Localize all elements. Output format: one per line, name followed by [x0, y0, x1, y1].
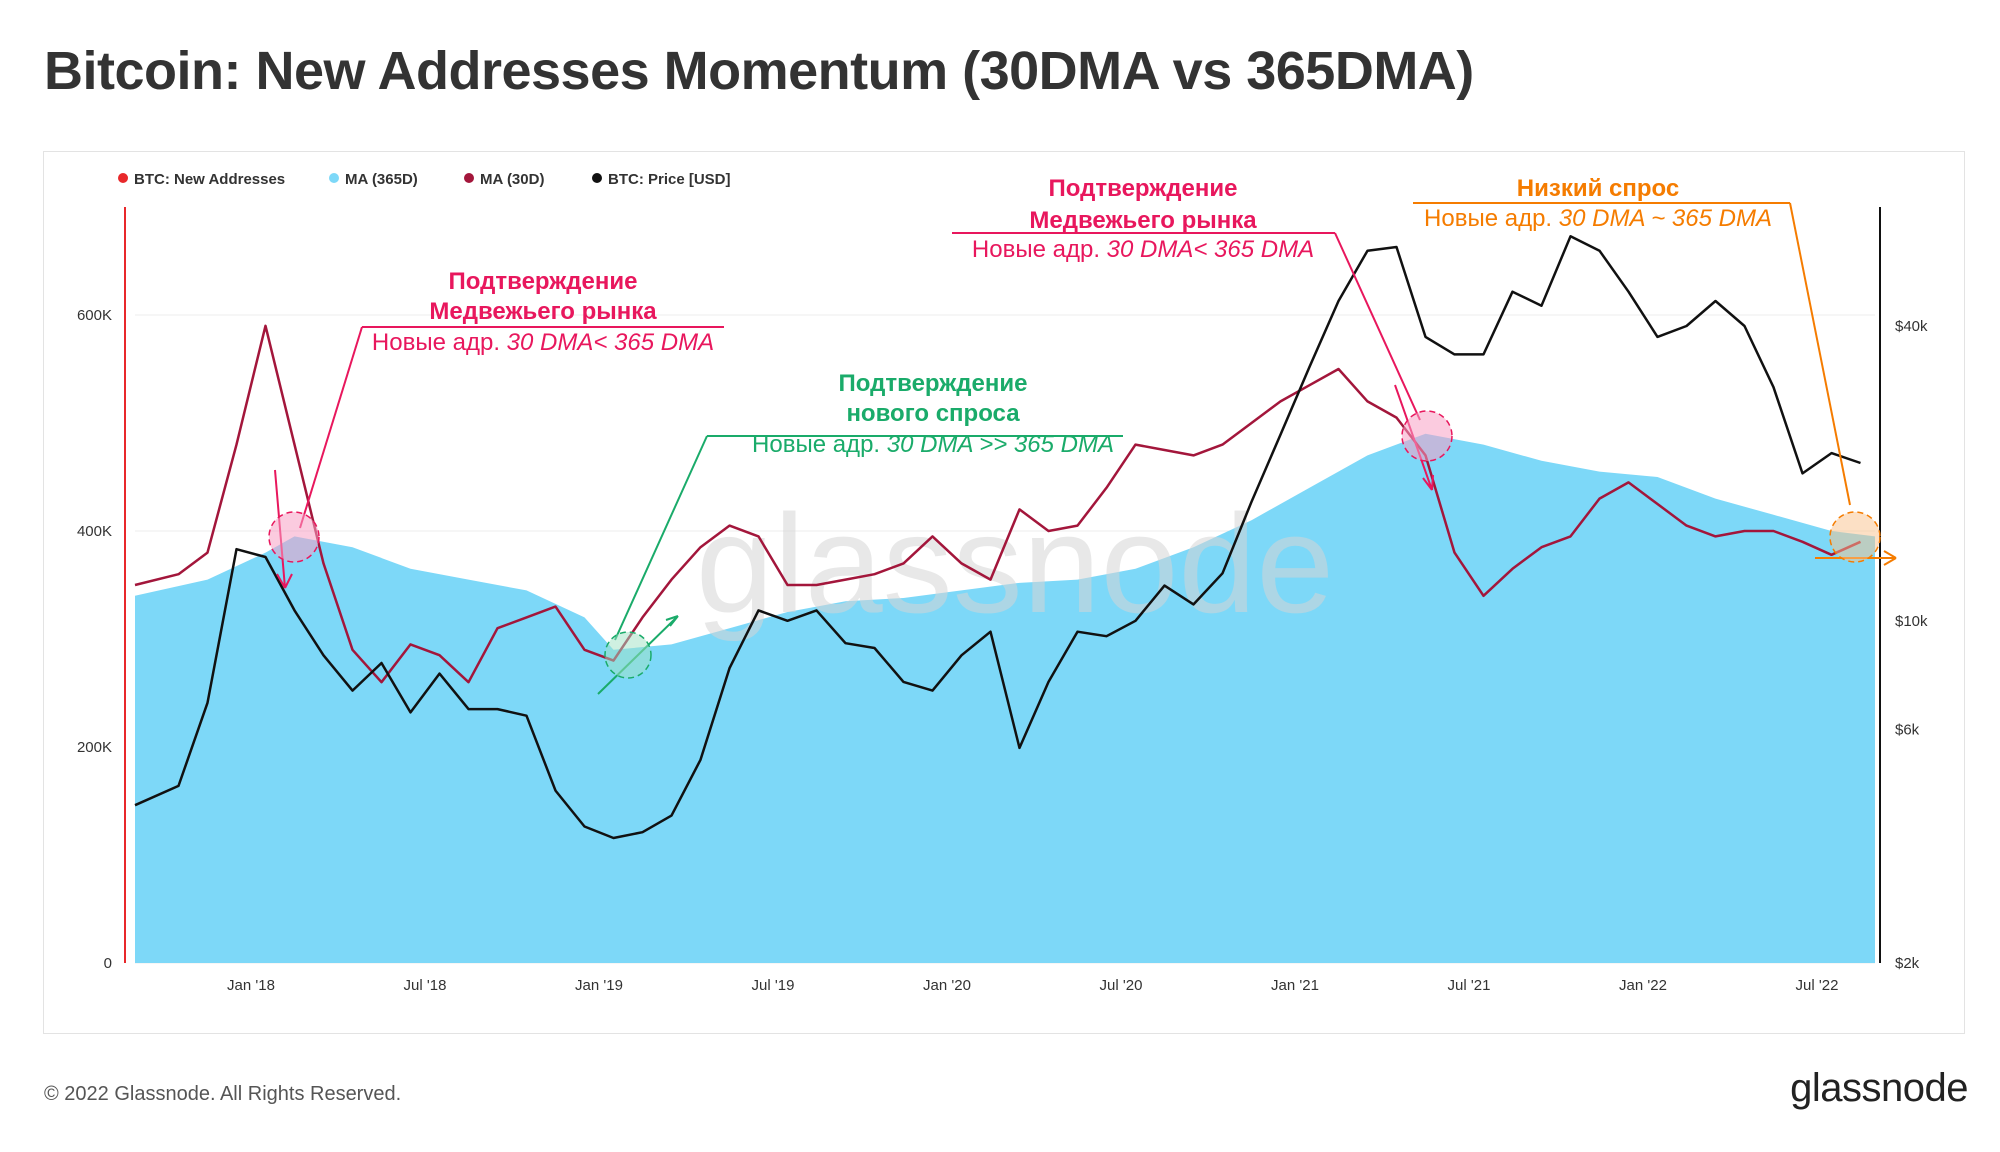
- y-right-tick-label: $6k: [1895, 721, 1920, 738]
- annotation-leader: [1334, 232, 1421, 421]
- y-right-tick-label: $40k: [1895, 318, 1928, 335]
- x-tick-label: Jul '22: [1796, 977, 1839, 994]
- copyright: © 2022 Glassnode. All Rights Reserved.: [44, 1083, 402, 1105]
- annotation-title: Подтверждение: [449, 268, 638, 295]
- annotation-italic: 30 DMA< 365 DMA: [1107, 236, 1314, 263]
- ma30-line: [134, 324, 1862, 684]
- y-left-tick-label: 0: [104, 955, 112, 972]
- annotation-circle: [268, 511, 320, 563]
- annotation-circle: [1829, 511, 1881, 563]
- annotation-subtitle: Новые адр. 30 DMA< 365 DMA: [972, 236, 1314, 263]
- legend-label: MA (30D): [480, 171, 544, 188]
- x-tick-label: Jul '21: [1448, 977, 1491, 994]
- ma365-area-path: [135, 433, 1875, 963]
- annotation-subtitle: Новые адр. 30 DMA >> 365 DMA: [752, 431, 1114, 458]
- annotation-italic: 30 DMA< 365 DMA: [507, 329, 714, 356]
- x-tick-label: Jul '18: [404, 977, 447, 994]
- annotation-leader: [299, 326, 363, 529]
- x-tick-label: Jan '20: [923, 977, 971, 994]
- legend-swatch: [464, 173, 474, 183]
- chart-frame: [43, 151, 1965, 1034]
- y-right-tick-label: $10k: [1895, 613, 1928, 630]
- legend: BTC: New Addresses MA (365D) MA (30D) BTC: …: [118, 171, 731, 188]
- annotation-subtitle: Новые адр. 30 DMA< 365 DMA: [372, 329, 714, 356]
- annotation-leader: [1789, 202, 1851, 506]
- annotation-circle: [1401, 410, 1453, 462]
- ma365-area: [135, 433, 1875, 963]
- annotation-prefix: Новые адр.: [752, 431, 887, 458]
- y-left-tick-label: 400K: [77, 523, 112, 540]
- annotation-prefix: Новые адр.: [372, 329, 507, 356]
- annotation-demand-2019: Подтверждение нового спроса Новые адр. 30 …: [707, 370, 1123, 458]
- annotation-prefix: Новые адр.: [972, 236, 1107, 263]
- annotation-italic: 30 DMA >> 365 DMA: [887, 431, 1114, 458]
- annotation-title: Медвежьего рынка: [429, 298, 657, 325]
- x-tick-label: Jan '21: [1271, 977, 1319, 994]
- annotation-subtitle: Новые адр. 30 DMA ~ 365 DMA: [1424, 205, 1772, 232]
- legend-label: BTC: Price [USD]: [608, 171, 731, 188]
- legend-swatch: [329, 173, 339, 183]
- x-tick-label: Jul '19: [752, 977, 795, 994]
- annotation-title: Низкий спрос: [1517, 175, 1679, 202]
- x-tick-label: Jul '20: [1100, 977, 1143, 994]
- glassnode-logo: glassnode: [1790, 1066, 1968, 1110]
- annotation-title: нового спроса: [846, 400, 1020, 427]
- legend-swatch: [592, 173, 602, 183]
- x-tick-label: Jan '22: [1619, 977, 1667, 994]
- x-tick-label: Jan '19: [575, 977, 623, 994]
- annotation-title: Подтверждение: [839, 370, 1028, 397]
- annotation-title: Подтверждение: [1049, 175, 1238, 202]
- price-line: [134, 235, 1861, 840]
- annotation-title: Медвежьего рынка: [1029, 207, 1257, 234]
- legend-label: MA (365D): [345, 171, 418, 188]
- legend-swatch: [118, 173, 128, 183]
- annotation-prefix: Новые адр.: [1424, 205, 1559, 232]
- annotation-italic: 30 DMA ~ 365 DMA: [1559, 205, 1772, 232]
- page-title: Bitcoin: New Addresses Momentum (30DMA v…: [44, 41, 1474, 101]
- series-lines: [134, 235, 1862, 840]
- annotation-leader: [614, 435, 708, 641]
- axes: 0 200K 400K 600K $2k $6k $10k $40k Jan '18 Jul '1…: [77, 207, 1928, 994]
- annotation-circle: [604, 631, 652, 679]
- y-left-tick-label: 200K: [77, 739, 112, 756]
- y-right-tick-label: $2k: [1895, 955, 1920, 972]
- annotation-low-demand: Низкий спрос Новые адр. 30 DMA ~ 365 DMA: [1413, 175, 1790, 232]
- legend-label: BTC: New Addresses: [134, 171, 285, 188]
- x-tick-label: Jan '18: [227, 977, 275, 994]
- y-left-tick-label: 600K: [77, 307, 112, 324]
- annotation-bear-2018: Подтверждение Медвежьего рынка Новые адр. …: [362, 268, 724, 356]
